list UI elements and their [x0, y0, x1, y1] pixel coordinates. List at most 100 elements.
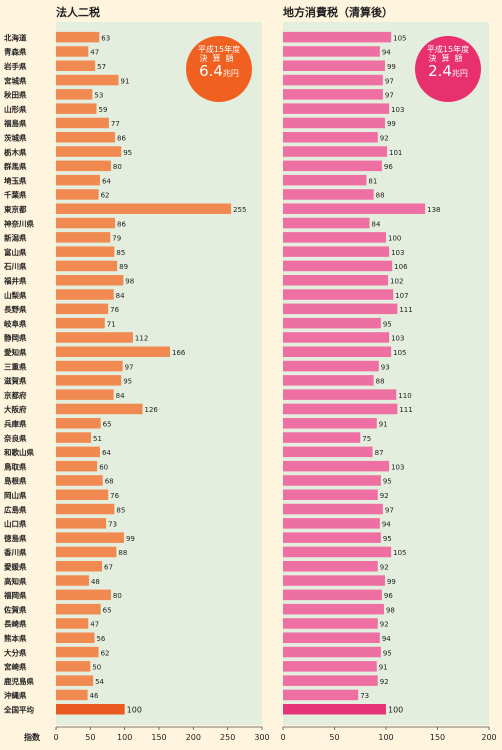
value-label: 65 [103, 606, 112, 614]
value-label: 95 [383, 649, 392, 657]
bar-1-28 [283, 432, 361, 443]
bar-0-38 [56, 575, 89, 586]
bar-1-15 [283, 246, 390, 257]
bar-1-2 [283, 60, 385, 71]
bar-1-8 [283, 146, 388, 157]
value-label: 46 [90, 692, 99, 700]
value-label: 111 [399, 406, 412, 414]
value-label: 87 [375, 449, 384, 457]
right-badge-amount: 2.4兆円 [428, 62, 468, 81]
bar-0-33 [56, 503, 115, 515]
category-label: 佐賀県 [3, 604, 27, 614]
category-label: 北海道 [4, 32, 27, 42]
x-tick-label: 100 [117, 733, 132, 742]
bar-0-19 [56, 303, 109, 315]
value-label: 255 [233, 206, 246, 214]
value-label: 89 [119, 263, 128, 271]
category-label: 長野県 [4, 304, 27, 314]
bar-0-3 [56, 74, 119, 86]
bar-0-27 [56, 418, 101, 429]
bar-1-5 [283, 103, 390, 114]
value-label: 100 [127, 705, 142, 714]
x-tick-label: 200 [481, 733, 496, 742]
value-label: 86 [117, 134, 126, 142]
value-label: 76 [110, 306, 119, 314]
value-label: 97 [125, 363, 134, 371]
right-badge-year: 平成15年度 [426, 45, 470, 54]
bar-0-14 [56, 232, 111, 243]
value-label: 56 [96, 635, 105, 643]
value-label: 84 [372, 220, 381, 228]
bar-0-47 [56, 704, 125, 715]
value-label: 80 [113, 163, 122, 171]
value-label: 103 [391, 463, 404, 471]
bar-0-17 [56, 275, 124, 286]
x-tick-label: 250 [220, 733, 235, 742]
bar-1-26 [283, 403, 398, 415]
bar-1-43 [283, 646, 381, 658]
bar-1-42 [283, 632, 380, 643]
value-label: 112 [135, 335, 148, 343]
bar-1-7 [283, 132, 378, 143]
bar-0-18 [56, 289, 114, 300]
bar-0-9 [56, 160, 111, 172]
value-label: 73 [108, 521, 117, 529]
value-label: 93 [381, 363, 390, 371]
value-label: 106 [394, 263, 408, 271]
value-label: 80 [113, 592, 122, 600]
value-label: 99 [387, 578, 396, 586]
value-label: 48 [91, 578, 100, 586]
value-label: 53 [94, 92, 103, 100]
bar-1-39 [283, 589, 382, 601]
bar-1-10 [283, 174, 367, 186]
bar-0-41 [56, 618, 89, 629]
value-label: 65 [103, 420, 112, 428]
bar-0-44 [56, 661, 91, 672]
value-label: 99 [126, 535, 135, 543]
category-label: 山梨県 [4, 290, 27, 300]
value-label: 92 [380, 134, 389, 142]
bar-1-35 [283, 532, 381, 543]
value-label: 95 [123, 378, 132, 386]
value-label: 64 [102, 449, 111, 457]
bar-1-44 [283, 661, 377, 672]
bar-1-45 [283, 675, 378, 686]
category-label: 大阪府 [4, 404, 27, 414]
bar-0-46 [56, 689, 88, 701]
right-chart-title: 地方消費税（清算後） [283, 6, 393, 19]
value-label: 98 [125, 277, 134, 285]
value-label: 92 [380, 563, 389, 571]
bar-0-10 [56, 174, 100, 186]
value-label: 95 [383, 478, 392, 486]
bar-1-1 [283, 46, 380, 57]
bar-0-29 [56, 446, 100, 458]
bar-1-27 [283, 418, 377, 429]
category-label: 鹿児島県 [4, 676, 34, 686]
bar-1-3 [283, 74, 383, 86]
category-label: 全国平均 [3, 704, 34, 714]
x-tick-label: 150 [430, 733, 445, 742]
category-label: 大分県 [4, 647, 27, 657]
value-label: 85 [116, 249, 125, 257]
category-label: 群馬県 [3, 161, 27, 171]
category-label: 高知県 [4, 576, 27, 586]
left-chart-title: 法人二税 [56, 6, 100, 19]
value-label: 47 [90, 621, 99, 629]
bar-0-37 [56, 561, 103, 572]
category-label: 岐阜県 [4, 318, 27, 328]
bar-0-1 [56, 46, 89, 57]
value-label: 92 [380, 678, 389, 686]
bar-0-13 [56, 217, 116, 229]
bar-1-34 [283, 518, 380, 529]
value-label: 50 [92, 664, 101, 672]
category-label: 香川県 [3, 547, 27, 557]
bar-0-0 [56, 31, 100, 43]
category-label: 神奈川県 [4, 218, 34, 228]
category-label: 秋田県 [3, 90, 27, 100]
value-label: 77 [111, 120, 120, 128]
category-label: 宮崎県 [4, 662, 27, 672]
category-label: 鳥取県 [4, 461, 27, 471]
category-label: 沖縄県 [4, 690, 27, 700]
value-label: 94 [382, 635, 391, 643]
